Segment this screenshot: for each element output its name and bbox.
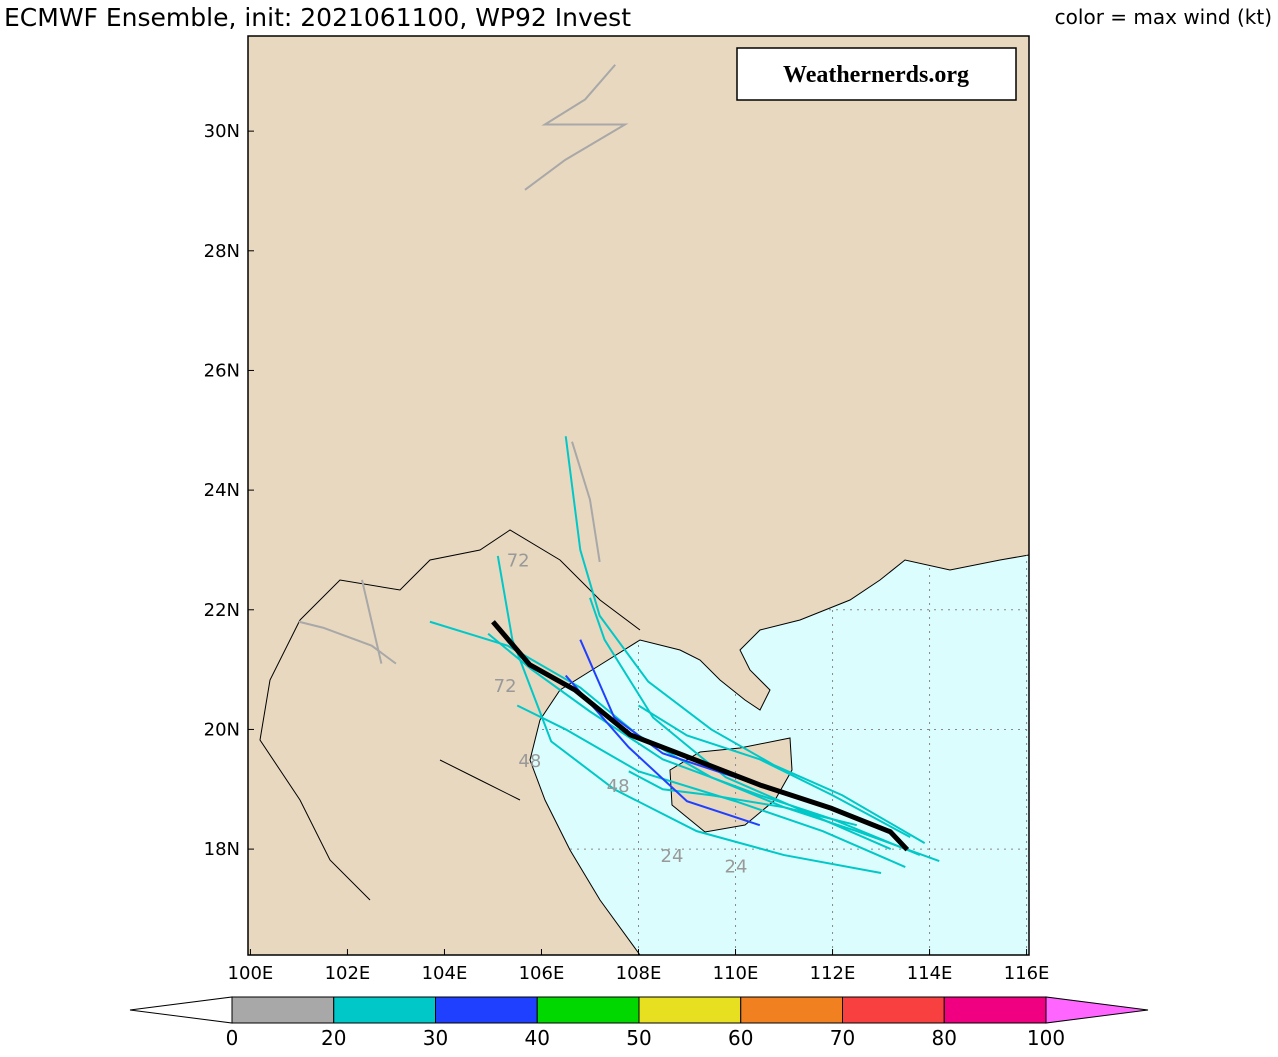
colorbar-label: 0: [226, 1026, 239, 1050]
ensemble-track: [298, 620, 397, 665]
y-tick-label: 26N: [204, 360, 240, 381]
x-tick-label: 110E: [713, 963, 759, 984]
x-tick-label: 100E: [228, 963, 274, 984]
title: ECMWF Ensemble, init: 2021061100, WP92 I…: [4, 3, 631, 32]
y-tick-label: 18N: [204, 839, 240, 860]
mean-track: [491, 620, 910, 852]
colorbar-box: [536, 996, 640, 1024]
hour-label: 48: [518, 751, 541, 772]
colorbar-label: 40: [525, 1026, 550, 1050]
hour-label: 24: [661, 846, 684, 867]
colorbar-label: 30: [423, 1026, 448, 1050]
colorbar-label: 70: [830, 1026, 855, 1050]
x-tick-label: 102E: [325, 963, 371, 984]
x-tick-label: 112E: [810, 963, 856, 984]
x-tick-label: 114E: [907, 963, 953, 984]
ensemble-track: [564, 674, 761, 827]
colorbar-box: [638, 996, 742, 1024]
colorbar-box: [333, 996, 436, 1024]
colorbar-box: [943, 996, 1047, 1024]
watermark: Weathernerds.org: [783, 62, 969, 88]
colorbar-label: 80: [932, 1026, 957, 1050]
watermark-box: [736, 47, 1017, 101]
x-tick-label: 106E: [519, 963, 565, 984]
ensemble-track: [516, 704, 906, 868]
colorbar-box: [435, 996, 538, 1024]
ensemble-track: [637, 704, 911, 839]
colorbar-label: 60: [728, 1026, 753, 1050]
x-tick-label: 104E: [422, 963, 468, 984]
colorbar-low-arrow: [129, 996, 233, 1024]
y-tick-label: 28N: [204, 241, 240, 262]
borders: [259, 529, 641, 901]
y-tick-label: 20N: [204, 719, 240, 740]
colorbar-box: [231, 996, 335, 1024]
x-tick-label: 108E: [616, 963, 662, 984]
ensemble-track: [496, 555, 882, 875]
ensemble-track: [571, 441, 601, 563]
colorbar-box: [842, 996, 945, 1024]
y-tick-label: 24N: [204, 480, 240, 501]
hour-label: 24: [725, 856, 748, 877]
ensemble-track: [628, 770, 858, 827]
colorbar-label: 20: [321, 1026, 346, 1050]
ensemble-track: [524, 64, 629, 191]
x-tick-label: 116E: [1004, 963, 1050, 984]
y-tick-label: 30N: [204, 121, 240, 142]
ensemble-track: [361, 579, 383, 664]
legend-title: color = max wind (kt): [1055, 5, 1272, 29]
y-tick-label: 22N: [204, 600, 240, 621]
hour-label: 72: [507, 551, 530, 572]
colorbar-box: [740, 996, 843, 1024]
hour-label: 48: [607, 776, 630, 797]
colorbar-high-arrow: [1045, 996, 1149, 1024]
colorbar-label: 100: [1027, 1026, 1065, 1050]
hour-label: 72: [494, 676, 517, 697]
colorbar-label: 50: [626, 1026, 651, 1050]
ensemble-track: [564, 436, 926, 844]
